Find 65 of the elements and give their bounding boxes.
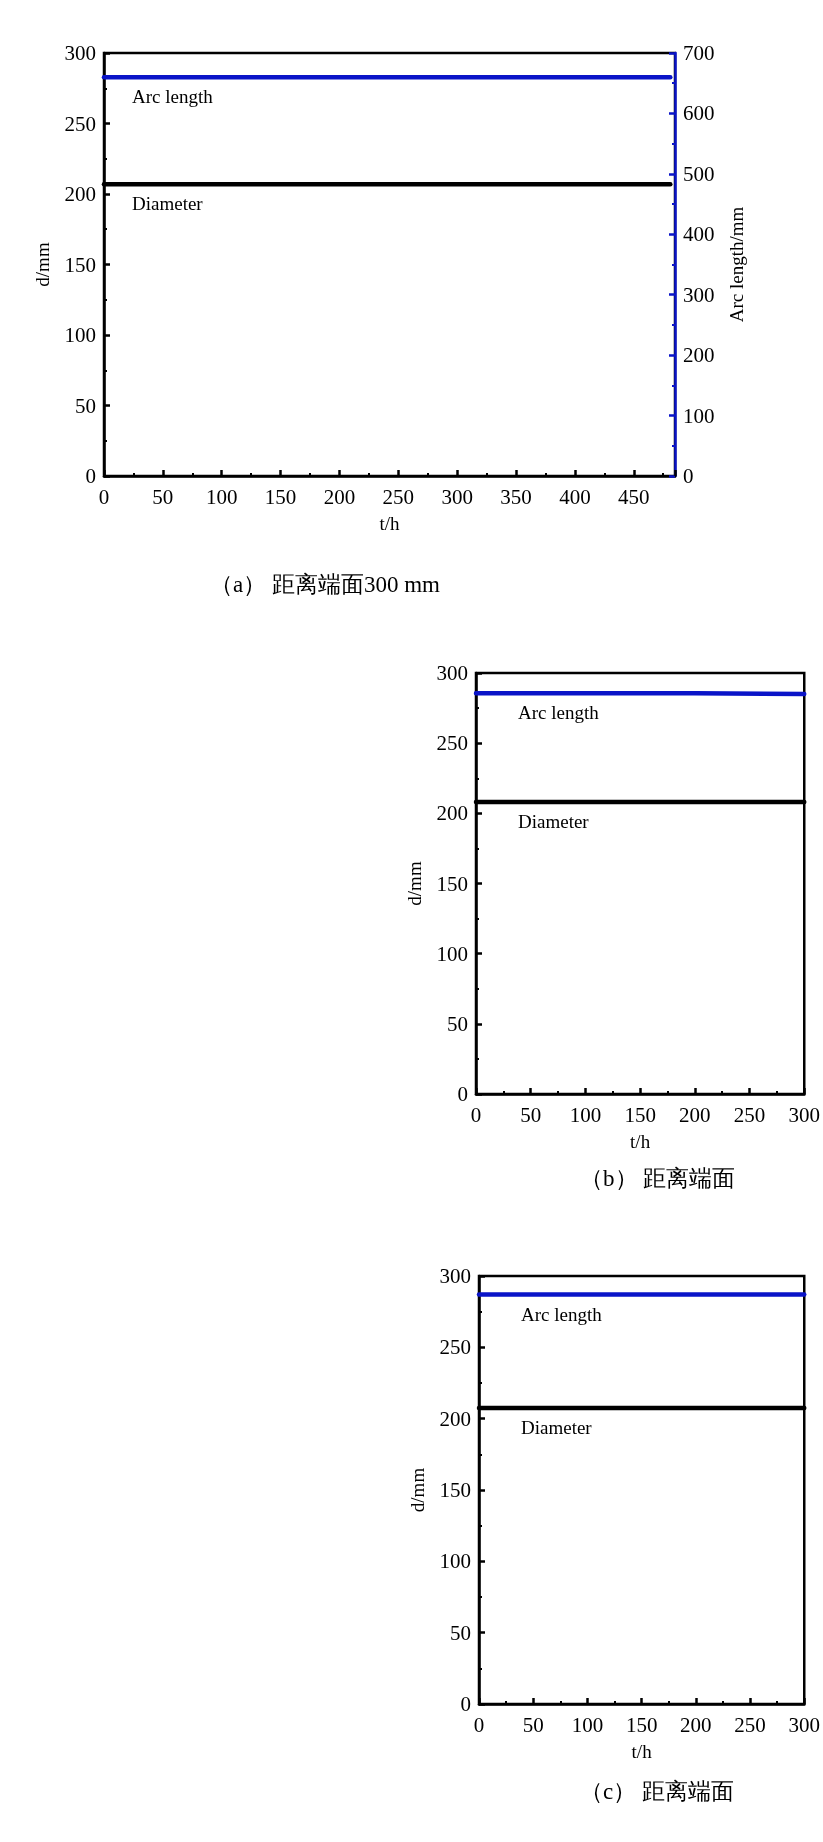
annotation: Diameter xyxy=(521,1416,593,1438)
y-axis-title: d/mm xyxy=(407,1467,428,1513)
x-tick-label: 400 xyxy=(559,484,591,509)
annotation: Arc length xyxy=(521,1303,603,1325)
y-tick-label: 0 xyxy=(457,1082,468,1106)
x-tick-label: 50 xyxy=(522,1712,544,1737)
x-tick-label: 250 xyxy=(733,1102,766,1127)
x-tick-label: 200 xyxy=(323,484,356,509)
text: （c） 距离端面 xyxy=(580,1779,734,1804)
y2-tick-label: 200 xyxy=(683,343,715,368)
y-tick-label: 200 xyxy=(436,801,468,826)
y2-axis-title: Arc length/mm xyxy=(726,206,747,323)
x-tick-label: 450 xyxy=(618,484,650,509)
x-tick-label: 50 xyxy=(520,1102,542,1127)
y2-tick-label: 700 xyxy=(683,41,715,65)
y2-tick-label: 400 xyxy=(683,222,715,247)
y-tick-label: 50 xyxy=(450,1620,471,1645)
y2-tick-label: 600 xyxy=(683,101,715,126)
x-axis-title: t/h xyxy=(379,513,401,534)
x-axis-title: t/h xyxy=(631,1741,653,1762)
x-tick-label: 100 xyxy=(569,1102,602,1127)
x-tick-label: 300 xyxy=(788,1102,820,1127)
y-tick-label: 250 xyxy=(439,1335,471,1360)
y-axis-title: d/mm xyxy=(404,861,425,906)
y-tick-label: 250 xyxy=(64,111,96,136)
annotation: Diameter xyxy=(132,193,204,215)
x-tick-label: 250 xyxy=(382,484,415,509)
y-tick-label: 0 xyxy=(85,464,96,488)
x-tick-label: 50 xyxy=(152,484,174,509)
x-tick-label: 100 xyxy=(571,1712,604,1737)
y-tick-label: 50 xyxy=(75,393,96,418)
y-axis-title: d/mm xyxy=(32,242,53,287)
x-tick-label: 300 xyxy=(788,1712,820,1737)
y-tick-label: 150 xyxy=(439,1478,471,1502)
y-tick-label: 200 xyxy=(439,1406,471,1431)
y-tick-label: 300 xyxy=(64,41,96,65)
annotation: Diameter xyxy=(518,811,590,833)
y-tick-label: 150 xyxy=(64,252,96,277)
x-tick-label: 350 xyxy=(500,484,532,509)
x-tick-label: 150 xyxy=(625,1712,658,1737)
text: （a） 距离端面300 mm xyxy=(210,572,441,597)
x-tick-label: 250 xyxy=(734,1712,766,1737)
annotation: Arc length xyxy=(518,702,600,724)
x-tick-label: 150 xyxy=(624,1102,656,1127)
y-tick-label: 0 xyxy=(460,1692,471,1716)
y2-tick-label: 500 xyxy=(683,161,715,186)
y-tick-label: 250 xyxy=(436,731,468,756)
text: （b） 距离端面 xyxy=(580,1166,736,1191)
y-tick-label: 200 xyxy=(64,182,96,206)
y-tick-label: 100 xyxy=(439,1549,471,1574)
x-tick-label: 200 xyxy=(679,1102,711,1127)
y-tick-label: 100 xyxy=(436,941,468,966)
y-tick-label: 300 xyxy=(439,1264,471,1288)
x-tick-label: 200 xyxy=(680,1712,712,1737)
annotation: Arc length xyxy=(132,86,214,108)
x-tick-label: 150 xyxy=(264,484,297,509)
x-axis-title: t/h xyxy=(630,1131,651,1152)
y2-tick-label: 300 xyxy=(683,282,715,307)
y2-tick-label: 100 xyxy=(683,403,715,428)
x-tick-label: 100 xyxy=(205,484,238,509)
y-tick-label: 100 xyxy=(64,323,96,347)
y-tick-label: 150 xyxy=(436,871,468,896)
y2-tick-label: 0 xyxy=(683,464,694,488)
y-tick-label: 50 xyxy=(447,1011,468,1036)
y-tick-label: 300 xyxy=(436,661,468,685)
